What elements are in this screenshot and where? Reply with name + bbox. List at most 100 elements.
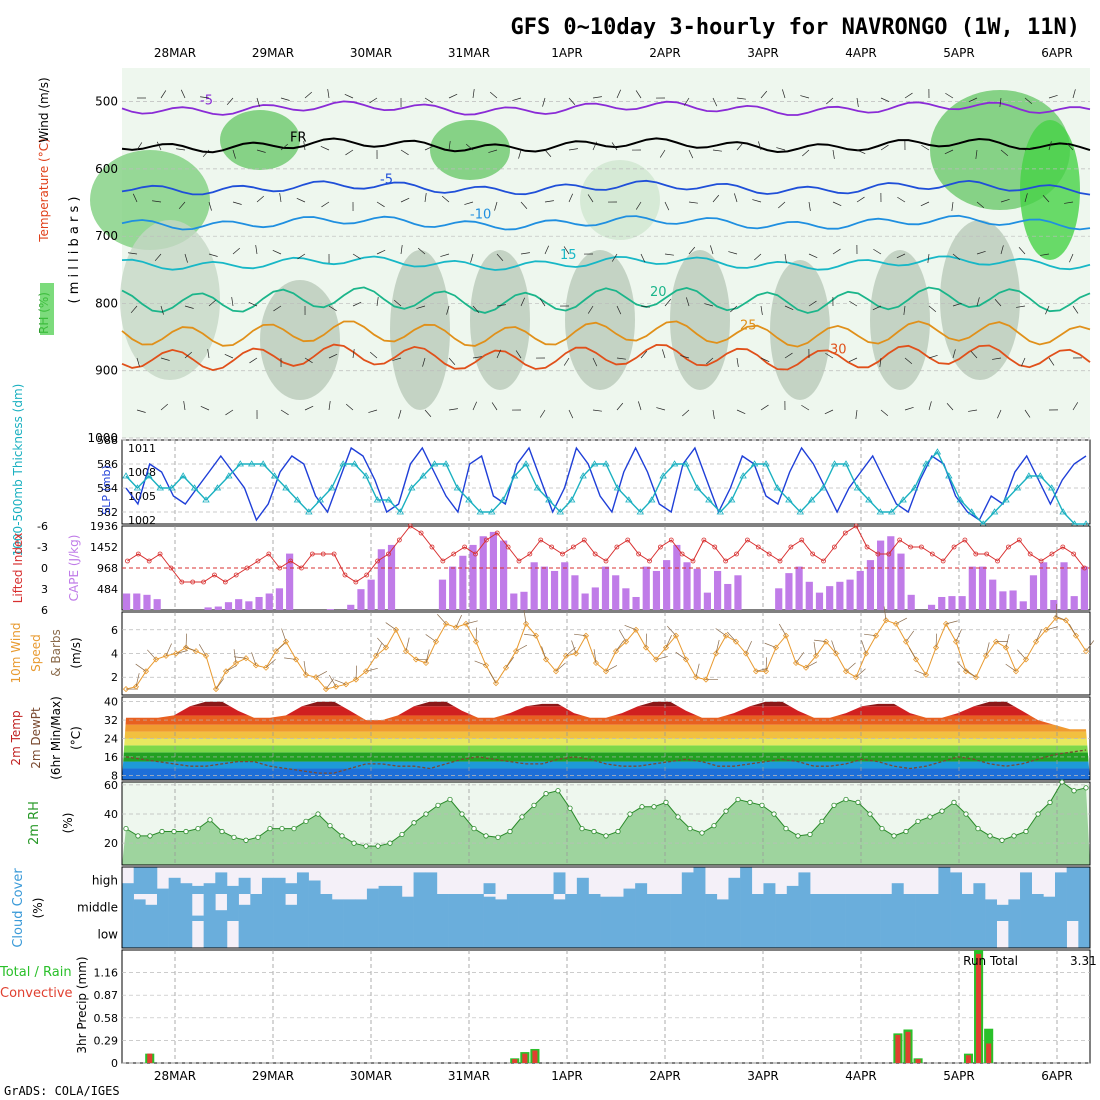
wind-barb-10m xyxy=(355,665,358,680)
wind-barb xyxy=(465,143,474,151)
thickness-marker xyxy=(888,508,896,515)
wind-marker xyxy=(262,664,270,671)
cloud-bar-low xyxy=(845,921,858,948)
cape-bar xyxy=(387,544,396,610)
li-marker xyxy=(962,537,968,543)
cloud-bar-low xyxy=(250,921,263,948)
li-marker xyxy=(581,537,587,543)
cloud-bar-high xyxy=(156,888,169,894)
wind-barb xyxy=(952,302,962,307)
wind-barb xyxy=(472,89,475,99)
li-marker xyxy=(788,544,794,550)
wind-barb xyxy=(616,357,626,360)
wind-barb xyxy=(352,253,361,260)
li-marker xyxy=(429,544,435,550)
wind-barb xyxy=(760,404,769,411)
wind-marker xyxy=(722,632,730,639)
axis-title: (6hr Min/Max) xyxy=(49,696,63,780)
y-tick-label: 700 xyxy=(95,229,118,243)
wind-barb xyxy=(611,253,618,262)
wind-barb xyxy=(896,253,906,259)
wind-barb-10m xyxy=(265,658,276,668)
cloud-bar-middle xyxy=(1008,899,1021,921)
cloud-bar-high xyxy=(238,877,251,894)
wind-barb-10m xyxy=(233,649,237,664)
thickness-marker xyxy=(613,484,622,491)
cloud-bar-low xyxy=(670,921,683,948)
wind-marker xyxy=(592,659,600,667)
wind-barb-10m xyxy=(303,660,307,675)
wind-barb xyxy=(921,144,930,151)
run-total-label: Run Total xyxy=(963,954,1018,968)
cloud-bar-low xyxy=(681,921,694,948)
wind-barb xyxy=(224,353,234,359)
wind-barb-10m xyxy=(1035,629,1042,642)
thickness-marker xyxy=(990,508,999,515)
wind-barb xyxy=(368,409,378,413)
wind-barb-10m xyxy=(474,660,487,666)
cloud-bar-middle xyxy=(436,894,449,921)
cloud-bar-middle xyxy=(448,894,461,921)
li-marker xyxy=(407,523,413,529)
thickness-marker xyxy=(773,484,782,491)
cloud-bar-low xyxy=(751,921,764,948)
thickness-marker xyxy=(430,460,439,467)
cloud-bar-middle xyxy=(576,894,589,921)
cape-bar xyxy=(846,579,854,610)
wind-barb xyxy=(424,145,434,151)
wind-barb xyxy=(180,89,186,99)
series-line-lifted-index xyxy=(127,525,1085,583)
cloud-bar-low xyxy=(856,921,869,948)
wind-barb xyxy=(496,349,501,359)
date-label-top: 3APR xyxy=(747,46,778,60)
axis-title-line: & Barbs xyxy=(49,629,63,677)
cape-bar xyxy=(326,609,334,610)
cloud-bar-middle xyxy=(996,904,1009,921)
thickness-marker xyxy=(362,472,370,479)
wind-barb xyxy=(706,357,714,365)
y-tick-label: 2 xyxy=(111,671,118,684)
wind-barb xyxy=(328,353,338,359)
cloud-bar-low xyxy=(810,921,823,948)
y-tick-label: 500 xyxy=(95,95,118,109)
date-label-bottom: 1APR xyxy=(551,1069,582,1083)
cape-bar xyxy=(612,575,620,610)
wind-barb xyxy=(1064,201,1074,204)
isotherm-label: 20 xyxy=(650,285,667,300)
wind-barb xyxy=(970,351,978,359)
wind-barb xyxy=(758,141,762,151)
li-marker xyxy=(766,551,772,557)
wind-barb xyxy=(760,357,770,362)
axis-title-line: Temperature (°C) xyxy=(37,138,51,243)
thickness-marker xyxy=(853,484,862,491)
wind-barb xyxy=(448,141,451,151)
wind-barb xyxy=(728,251,738,255)
cloud-bar-middle xyxy=(880,894,893,921)
wind-barb xyxy=(999,97,1002,107)
li-marker xyxy=(342,572,348,578)
axis-title: Temperature (°C) xyxy=(37,138,51,243)
wind-barb xyxy=(515,350,522,359)
cape-bar xyxy=(673,544,681,610)
li-marker xyxy=(168,565,174,571)
cloud-bar-middle xyxy=(518,894,531,921)
cloud-bar-middle xyxy=(343,899,356,921)
wind-barb xyxy=(518,149,522,159)
wind-barb xyxy=(1048,141,1052,151)
wind-barb xyxy=(800,95,810,99)
y-tick-label: 0 xyxy=(41,562,48,575)
wind-barb xyxy=(424,193,427,203)
wind-barb xyxy=(352,301,362,307)
cloud-bar-middle xyxy=(646,894,659,921)
wind-barb xyxy=(544,245,549,255)
cloud-bar-low xyxy=(1055,921,1067,948)
wind-barb xyxy=(928,305,937,313)
li-marker xyxy=(222,579,228,585)
cloud-bar-middle xyxy=(845,894,858,921)
rh-marker xyxy=(795,833,801,839)
cape-bar xyxy=(561,562,569,610)
wind-barb-10m xyxy=(251,652,257,666)
wind-barb xyxy=(520,297,525,307)
wind-barb-10m xyxy=(1045,626,1058,631)
cloud-bar-middle xyxy=(355,899,368,921)
